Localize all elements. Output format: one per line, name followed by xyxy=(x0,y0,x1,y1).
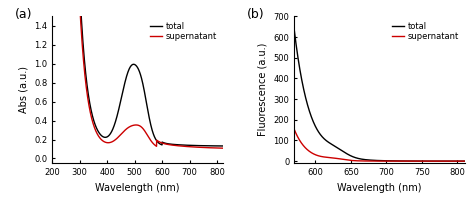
Line: total: total xyxy=(52,0,223,146)
total xyxy=(183,144,189,146)
supernatant xyxy=(420,160,426,162)
supernatant xyxy=(462,160,467,162)
Y-axis label: Abs (a.u.): Abs (a.u.) xyxy=(18,66,28,113)
supernatant xyxy=(291,128,297,130)
total xyxy=(400,160,406,162)
supernatant xyxy=(390,160,396,162)
total xyxy=(132,63,138,66)
supernatant xyxy=(183,145,189,148)
Line: supernatant: supernatant xyxy=(52,0,223,148)
supernatant xyxy=(215,147,220,149)
total xyxy=(220,145,226,147)
Text: (a): (a) xyxy=(15,8,32,21)
Legend: total, supernatant: total, supernatant xyxy=(148,20,219,43)
total xyxy=(302,92,308,94)
supernatant xyxy=(128,125,133,128)
supernatant xyxy=(400,160,406,162)
X-axis label: Wavelength (nm): Wavelength (nm) xyxy=(337,183,421,193)
Y-axis label: Fluorescence (a.u.): Fluorescence (a.u.) xyxy=(258,43,268,136)
total xyxy=(291,28,297,30)
total xyxy=(390,160,396,162)
Line: total: total xyxy=(294,29,465,161)
total xyxy=(215,145,220,147)
total xyxy=(395,160,401,162)
total xyxy=(438,160,444,162)
Legend: total, supernatant: total, supernatant xyxy=(390,20,460,43)
supernatant xyxy=(395,160,401,162)
supernatant xyxy=(220,147,226,149)
X-axis label: Wavelength (nm): Wavelength (nm) xyxy=(95,183,180,193)
total xyxy=(420,160,426,162)
Line: supernatant: supernatant xyxy=(294,129,465,161)
supernatant xyxy=(302,146,308,148)
supernatant xyxy=(132,124,138,126)
total xyxy=(128,65,133,68)
total xyxy=(215,145,220,147)
supernatant xyxy=(438,160,444,162)
total xyxy=(462,160,467,162)
supernatant xyxy=(215,147,220,149)
Text: (b): (b) xyxy=(246,8,264,21)
